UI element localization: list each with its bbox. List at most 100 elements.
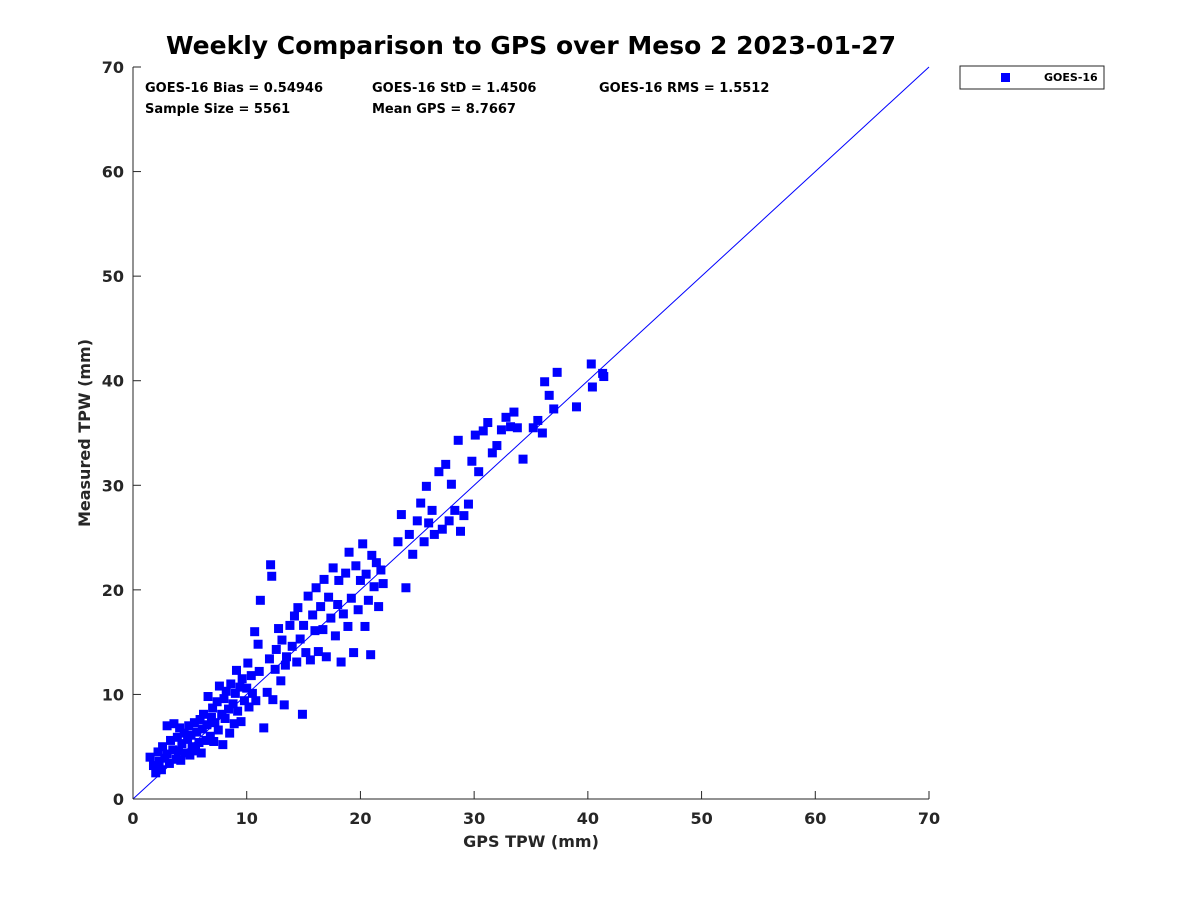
- y-tick-label: 0: [113, 790, 124, 809]
- data-point: [293, 603, 303, 613]
- data-point: [393, 537, 403, 547]
- data-point: [237, 674, 247, 684]
- data-point: [434, 467, 444, 477]
- data-point: [280, 660, 290, 670]
- data-point: [224, 704, 234, 714]
- data-point: [444, 516, 454, 526]
- data-point: [333, 599, 343, 609]
- y-axis-label: Measured TPW (mm): [75, 339, 94, 527]
- data-point: [492, 441, 502, 451]
- data-point: [246, 671, 256, 681]
- data-point: [162, 749, 172, 759]
- y-tick-label: 60: [102, 163, 124, 182]
- data-point: [408, 549, 418, 559]
- data-point: [177, 739, 187, 749]
- data-point: [349, 648, 359, 658]
- data-point: [463, 499, 473, 509]
- data-point: [328, 563, 338, 573]
- stat-bias: GOES-16 Bias = 0.54946: [145, 81, 323, 96]
- data-point: [151, 768, 161, 778]
- data-point: [195, 715, 205, 725]
- data-point: [186, 730, 196, 740]
- data-point: [446, 479, 456, 489]
- data-point: [353, 605, 363, 615]
- data-point: [212, 697, 222, 707]
- data-point: [197, 724, 207, 734]
- data-point: [254, 666, 264, 676]
- data-point: [168, 745, 178, 755]
- data-point: [233, 706, 243, 716]
- data-point: [180, 748, 190, 758]
- data-point: [586, 359, 596, 369]
- data-point: [239, 696, 249, 706]
- data-point: [338, 609, 348, 619]
- data-point: [282, 652, 292, 662]
- data-point: [185, 750, 195, 760]
- data-point: [587, 382, 597, 392]
- data-point: [404, 529, 414, 539]
- data-point: [213, 725, 223, 735]
- data-point: [203, 692, 213, 702]
- data-point: [259, 723, 269, 733]
- data-point: [419, 537, 429, 547]
- stat-rms: GOES-16 RMS = 1.5512: [599, 81, 769, 96]
- data-point: [255, 595, 265, 605]
- y-tick-label: 70: [102, 58, 124, 77]
- data-point: [179, 728, 189, 738]
- data-point: [242, 683, 252, 693]
- data-point: [158, 742, 168, 752]
- data-point: [366, 650, 376, 660]
- data-point: [509, 407, 519, 417]
- data-point: [374, 602, 384, 612]
- data-point: [396, 510, 406, 520]
- data-point: [201, 735, 211, 745]
- data-point: [344, 547, 354, 557]
- data-point: [416, 498, 426, 508]
- data-point: [351, 561, 361, 571]
- data-point: [205, 731, 215, 741]
- data-point: [355, 575, 365, 585]
- data-point: [533, 415, 543, 425]
- data-point: [512, 423, 522, 433]
- scatter-points: [145, 359, 609, 778]
- data-point: [228, 699, 238, 709]
- data-point: [299, 620, 309, 630]
- data-point: [424, 518, 434, 528]
- x-tick-label: 20: [349, 809, 371, 828]
- x-tick-label: 50: [690, 809, 712, 828]
- data-point: [169, 719, 179, 729]
- data-point: [253, 639, 263, 649]
- data-point: [173, 746, 183, 756]
- x-tick-label: 10: [236, 809, 258, 828]
- data-point: [429, 529, 439, 539]
- x-tick-label: 60: [804, 809, 826, 828]
- data-point: [145, 752, 155, 762]
- data-point: [264, 654, 274, 664]
- data-point: [453, 435, 463, 445]
- data-point: [153, 747, 163, 757]
- data-point: [367, 550, 377, 560]
- data-point: [199, 709, 209, 719]
- data-point: [194, 738, 204, 748]
- data-point: [279, 700, 289, 710]
- x-tick-label: 0: [127, 809, 138, 828]
- data-point: [268, 695, 278, 705]
- y-tick-label: 20: [102, 581, 124, 600]
- data-point: [336, 657, 346, 667]
- legend-box: [959, 65, 1105, 90]
- data-point: [196, 748, 206, 758]
- data-point: [358, 539, 368, 549]
- data-point: [218, 740, 228, 750]
- data-point: [421, 481, 431, 491]
- x-tick-label: 30: [463, 809, 485, 828]
- data-point: [319, 574, 329, 584]
- data-point: [308, 610, 318, 620]
- data-point: [206, 712, 216, 722]
- y-tick-label: 40: [102, 372, 124, 391]
- data-point: [274, 624, 284, 634]
- data-point: [292, 657, 302, 667]
- data-point: [598, 368, 608, 378]
- data-point: [361, 569, 371, 579]
- data-point: [210, 718, 220, 728]
- data-point: [214, 681, 224, 691]
